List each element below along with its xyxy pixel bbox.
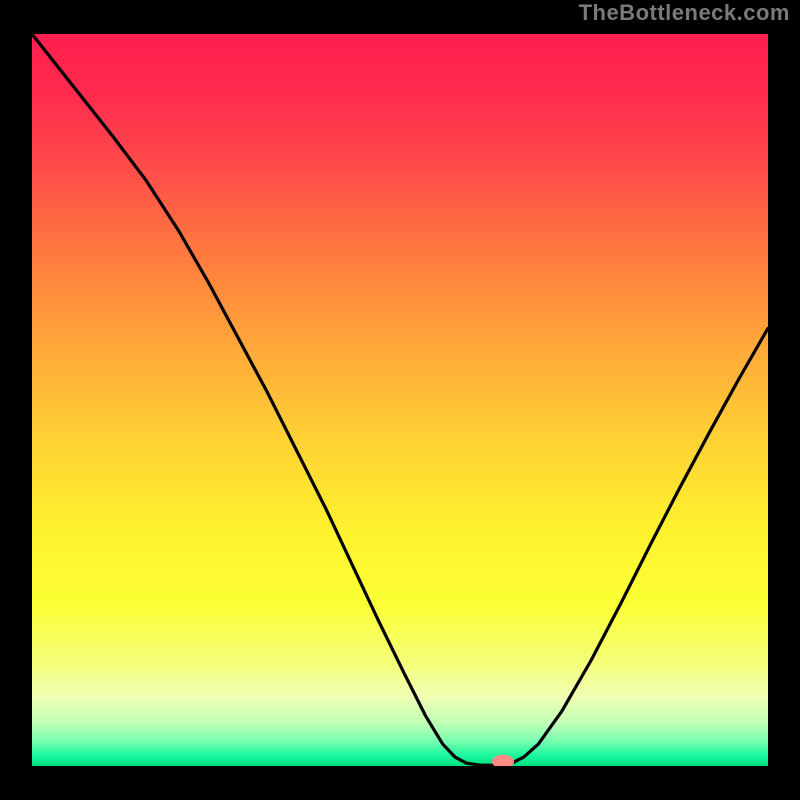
chart-frame: TheBottleneck.com [0, 0, 800, 800]
plot-background [32, 34, 768, 766]
optimal-point-marker [492, 755, 514, 769]
watermark-text: TheBottleneck.com [579, 0, 790, 26]
bottleneck-curve-chart [0, 0, 800, 800]
